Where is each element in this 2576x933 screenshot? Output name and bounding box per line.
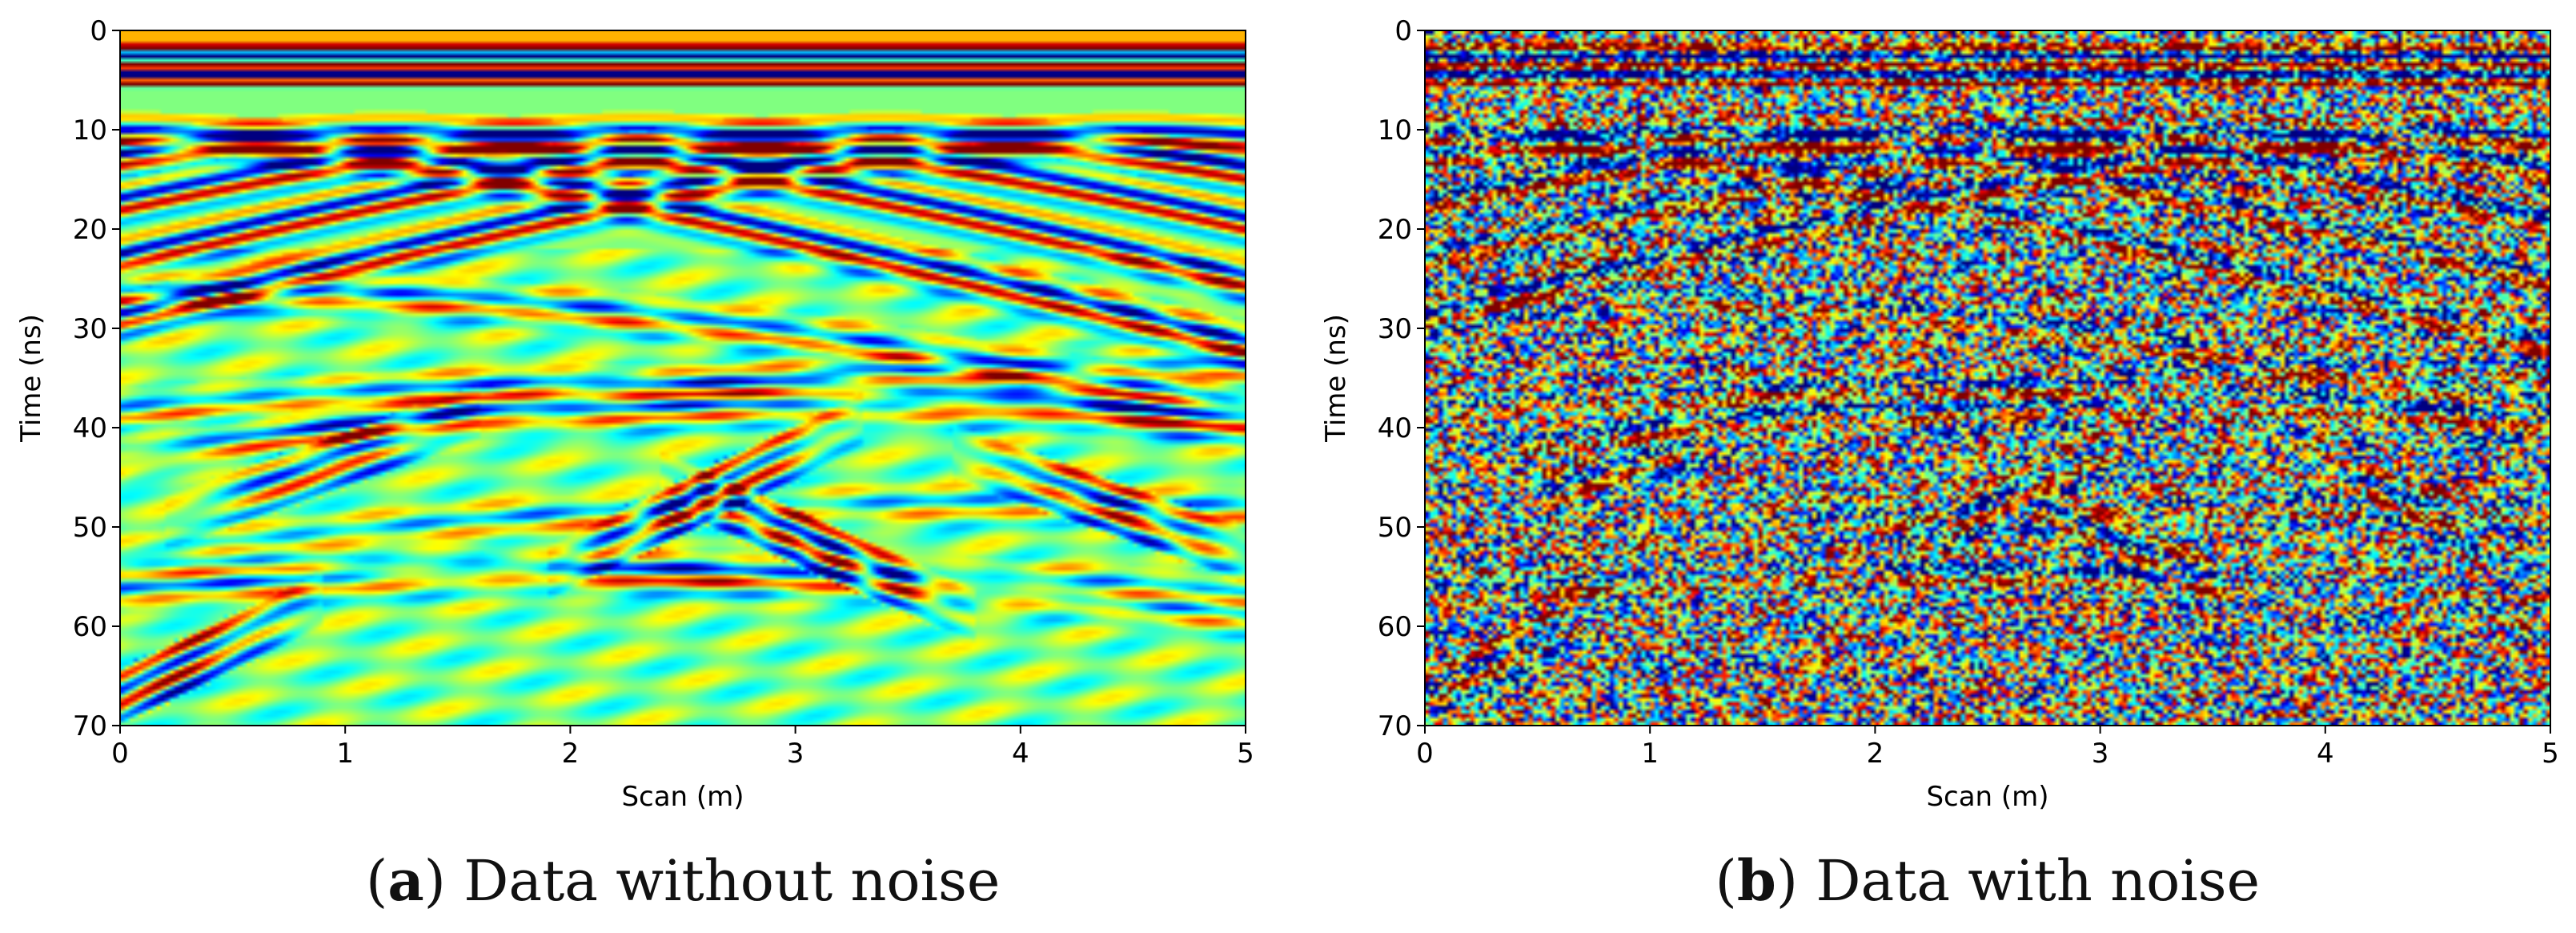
y-tick-label-a-2: 20 xyxy=(73,214,107,246)
y-tick-label-b-6: 60 xyxy=(1378,611,1412,643)
x-tick-label-b-4: 4 xyxy=(2317,738,2334,770)
y-axis-label-b: Time (ns) xyxy=(1320,314,1352,443)
y-tick-label-b-1: 10 xyxy=(1378,115,1412,147)
x-tick-label-a-3: 3 xyxy=(787,738,804,770)
x-tick-label-b-3: 3 xyxy=(2092,738,2109,770)
y-tick-label-a-4: 40 xyxy=(73,412,107,444)
y-tick-label-b-7: 70 xyxy=(1378,710,1412,742)
y-tick-label-a-7: 70 xyxy=(73,710,107,742)
caption-text-a: Data without noise xyxy=(463,848,1001,914)
plot-frame-a xyxy=(119,30,1246,726)
x-tick-label-a-1: 1 xyxy=(336,738,354,770)
x-tick-label-a-4: 4 xyxy=(1012,738,1029,770)
x-tick-label-a-5: 5 xyxy=(1237,738,1254,770)
y-axis-label-a: Time (ns) xyxy=(15,314,47,443)
x-tick-label-a-2: 2 xyxy=(562,738,580,770)
x-axis-label-b: Scan (m) xyxy=(1926,781,2048,813)
caption-letter-a: a xyxy=(387,847,424,914)
y-tick-label-b-3: 30 xyxy=(1378,313,1412,345)
caption-text-b: Data with noise xyxy=(1816,848,2261,914)
y-tick-label-b-5: 50 xyxy=(1378,512,1412,544)
y-tick-label-a-1: 10 xyxy=(73,115,107,147)
caption-b: (b) Data with noise xyxy=(1715,847,2261,914)
x-tick-label-b-0: 0 xyxy=(1416,738,1434,770)
y-tick-label-a-5: 50 xyxy=(73,512,107,544)
x-tick-label-a-0: 0 xyxy=(111,738,129,770)
panel-b: 0 1 2 3 4 5 0 10 20 30 40 50 60 70 Scan (m) Time (ns)… xyxy=(1289,0,2576,933)
y-tick-label-b-4: 40 xyxy=(1378,412,1412,444)
y-tick-label-a-0: 0 xyxy=(90,15,107,47)
panel-a: 0 1 2 3 4 5 0 10 20 30 40 50 60 70 Scan (m) Time (ns)… xyxy=(15,15,1254,914)
y-tick-label-b-0: 0 xyxy=(1394,15,1412,47)
caption-letter-b: b xyxy=(1736,847,1776,914)
x-axis-label-a: Scan (m) xyxy=(621,781,744,813)
x-tick-label-b-5: 5 xyxy=(2542,738,2559,770)
caption-a: (a) Data without noise xyxy=(366,847,1001,914)
y-tick-label-a-3: 30 xyxy=(73,313,107,345)
radargram-image-b xyxy=(1425,30,2550,726)
plot-frame-b xyxy=(1424,30,2551,726)
radargram-image-a xyxy=(120,30,1246,726)
x-tick-label-b-1: 1 xyxy=(1641,738,1659,770)
y-tick-label-b-2: 20 xyxy=(1378,214,1412,246)
x-tick-label-b-2: 2 xyxy=(1867,738,1884,770)
y-tick-label-a-6: 60 xyxy=(73,611,107,643)
